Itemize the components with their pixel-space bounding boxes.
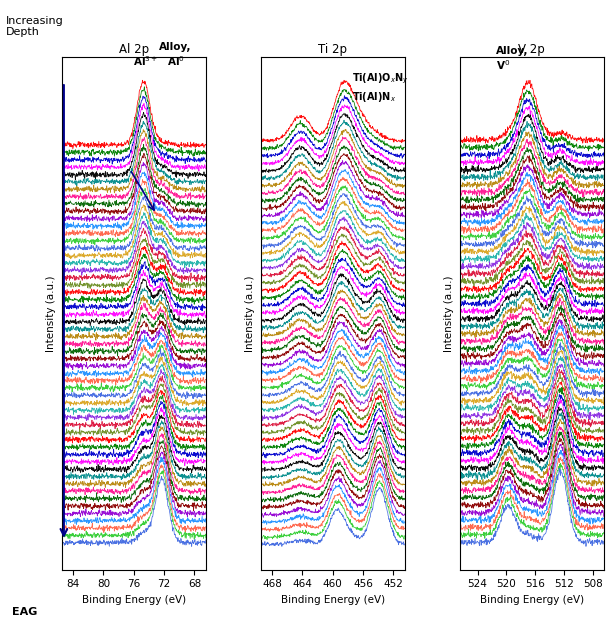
Title: Al 2p: Al 2p bbox=[119, 43, 148, 56]
Title: V 2p: V 2p bbox=[518, 43, 545, 56]
Y-axis label: Intensity (a.u.): Intensity (a.u.) bbox=[46, 275, 56, 351]
Text: Increasing
Depth: Increasing Depth bbox=[6, 16, 64, 37]
Text: Alloy,
Al$^{0}$: Alloy, Al$^{0}$ bbox=[159, 42, 192, 68]
Text: Alloy,
V$^{0}$: Alloy, V$^{0}$ bbox=[495, 46, 528, 72]
Title: Ti 2p: Ti 2p bbox=[318, 43, 347, 56]
Y-axis label: Intensity (a.u.): Intensity (a.u.) bbox=[245, 275, 255, 351]
Text: Ti(Al)O$_x$N$_y$: Ti(Al)O$_x$N$_y$ bbox=[352, 72, 408, 85]
X-axis label: Binding Energy (eV): Binding Energy (eV) bbox=[82, 595, 186, 605]
X-axis label: Binding Energy (eV): Binding Energy (eV) bbox=[280, 595, 385, 605]
Text: Al$^{3+}$: Al$^{3+}$ bbox=[132, 54, 158, 68]
X-axis label: Binding Energy (eV): Binding Energy (eV) bbox=[479, 595, 583, 605]
Y-axis label: Intensity (a.u.): Intensity (a.u.) bbox=[444, 275, 454, 351]
Text: Ti(Al)N$_x$: Ti(Al)N$_x$ bbox=[352, 91, 395, 104]
Text: EAG: EAG bbox=[12, 607, 38, 617]
